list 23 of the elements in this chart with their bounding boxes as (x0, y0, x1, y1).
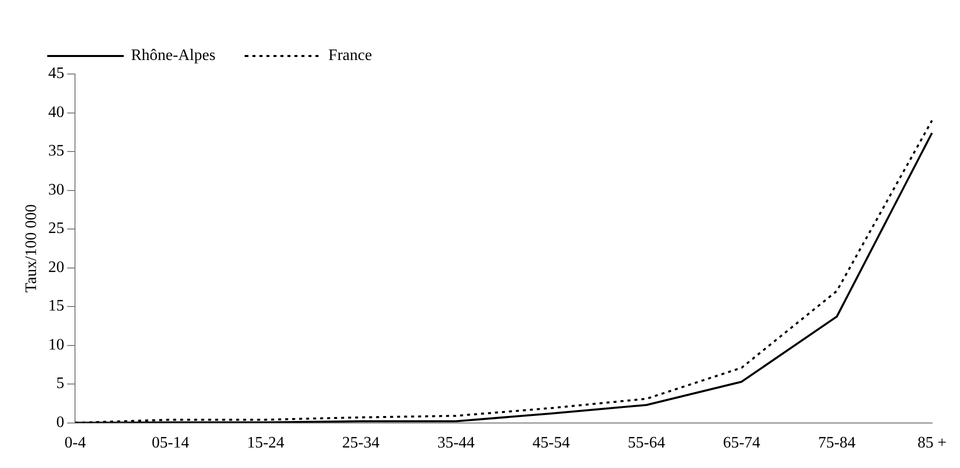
x-tick-label: 45-54 (532, 434, 570, 452)
x-tick-label: 15-24 (246, 434, 284, 452)
y-tick-label: 45 (48, 65, 64, 82)
y-tick-label: 35 (48, 142, 64, 160)
y-tick-label: 10 (48, 336, 64, 354)
legend-label: France (328, 47, 372, 64)
y-tick-label: 5 (56, 375, 64, 392)
x-tick-label: 65-74 (722, 434, 760, 452)
x-tick-label: 0-4 (64, 434, 86, 452)
legend-label: Rhône-Alpes (131, 47, 216, 64)
x-tick-label: 25-34 (342, 434, 380, 452)
y-tick-label: 40 (48, 104, 64, 121)
y-tick-label: 15 (48, 298, 64, 315)
x-tick-label: 05-14 (152, 434, 190, 452)
x-tick-label: 35-44 (437, 434, 475, 452)
y-tick-label: 20 (48, 258, 64, 276)
y-tick-label: 30 (48, 181, 64, 198)
y-tick-label: 25 (48, 220, 64, 238)
x-tick-label: 85 + (917, 434, 947, 452)
y-tick-label: 0 (56, 414, 64, 432)
y-axis-title: Taux/100 000 (22, 204, 40, 292)
x-tick-label: 75-84 (818, 434, 856, 452)
x-tick-label: 55-64 (628, 434, 666, 452)
